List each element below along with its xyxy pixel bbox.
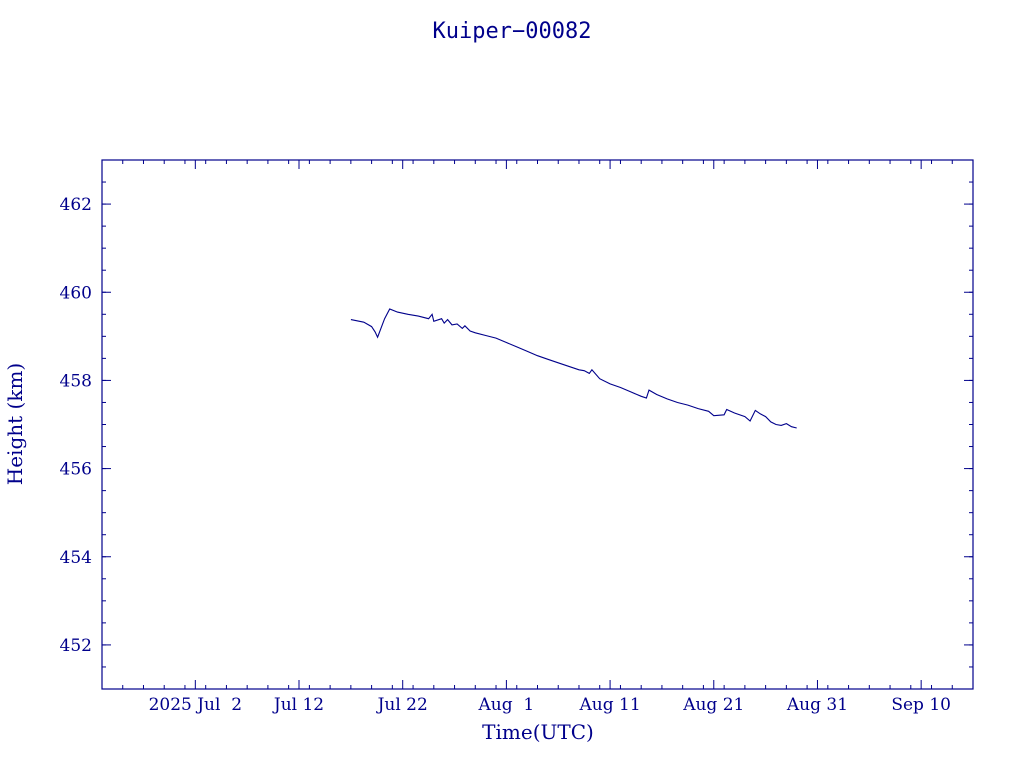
y-tick-label: 458: [60, 371, 92, 391]
y-axis: 452 454 456 458 460 462: [60, 159, 973, 690]
y-axis-label: Height (km): [3, 363, 27, 485]
x-tick-label: Aug 1: [478, 695, 535, 715]
x-axis-label: Time(UTC): [482, 720, 594, 744]
x-tick-label: Jul 12: [272, 695, 324, 715]
x-tick-label: Aug 11: [579, 695, 641, 715]
x-axis: 2025 Jul 2 Jul 12 Jul 22 Aug 1 Aug 11 Aug 21 A…: [101, 160, 974, 715]
plot-frame: [101, 159, 974, 690]
chart-title: Kuiper−00082: [433, 19, 592, 44]
y-tick-label: 462: [60, 195, 92, 215]
x-tick-label: Jul 22: [376, 695, 428, 715]
y-tick-label: 456: [60, 460, 92, 480]
y-tick-label: 454: [60, 548, 92, 568]
x-tick-label: 2025 Jul 2: [149, 695, 243, 715]
x-tick-label: Aug 31: [786, 695, 848, 715]
y-tick-label: 460: [60, 283, 92, 303]
x-tick-label: Aug 21: [682, 695, 744, 715]
x-tick-label: Sep 10: [891, 695, 951, 715]
y-tick-label: 452: [60, 636, 92, 656]
height-series-line: [350, 308, 797, 429]
